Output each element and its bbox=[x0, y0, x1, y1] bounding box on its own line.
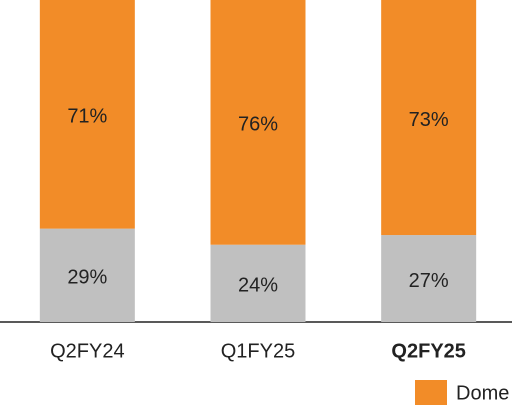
bar-segment bbox=[39, 228, 135, 322]
x-tick-label: Q2FY25 bbox=[391, 340, 465, 362]
data-label: 27% bbox=[409, 270, 449, 292]
bar-segment bbox=[381, 0, 477, 236]
bar-segment bbox=[210, 244, 306, 322]
data-label: 24% bbox=[238, 275, 278, 297]
bar-segment bbox=[39, 0, 135, 229]
data-label: 71% bbox=[67, 106, 107, 128]
bar-segment bbox=[381, 235, 477, 322]
bar-segment bbox=[210, 0, 306, 245]
legend-swatch bbox=[415, 380, 447, 405]
legend-label: Dome bbox=[456, 382, 509, 404]
data-label: 73% bbox=[409, 109, 449, 131]
data-label: 76% bbox=[238, 114, 278, 136]
x-tick-label: Q1FY25 bbox=[221, 340, 295, 362]
data-label: 29% bbox=[67, 267, 107, 289]
x-tick-label: Q2FY24 bbox=[50, 340, 124, 362]
